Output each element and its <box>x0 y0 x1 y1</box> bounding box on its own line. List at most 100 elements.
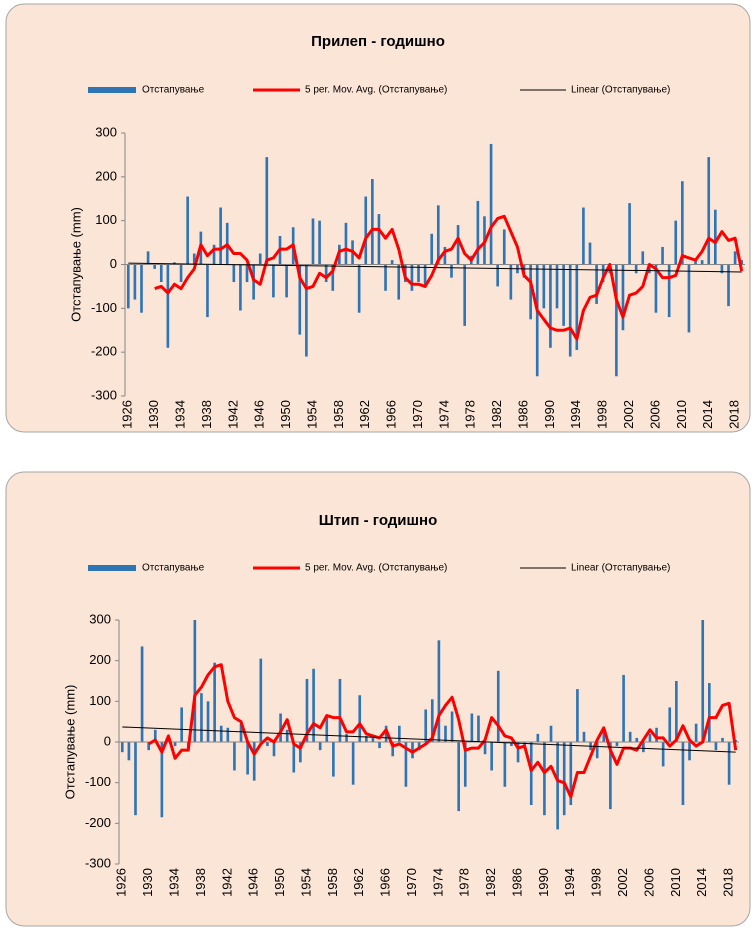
y-tick-label: 200 <box>89 652 111 667</box>
bar <box>279 713 282 742</box>
x-tick-label: 2014 <box>694 868 709 897</box>
bar <box>147 742 150 751</box>
bar <box>450 264 453 278</box>
bar <box>186 196 189 265</box>
bar <box>562 742 566 816</box>
bar <box>437 640 441 742</box>
y-tick-label: 100 <box>89 693 111 708</box>
x-tick-label: 1938 <box>199 400 214 429</box>
bar <box>575 264 579 350</box>
bar <box>206 701 210 742</box>
bar <box>456 225 460 265</box>
bar <box>470 713 474 742</box>
bar <box>436 205 440 265</box>
bar <box>655 727 658 742</box>
bar <box>542 264 546 309</box>
bar <box>615 742 619 747</box>
bar <box>674 220 678 265</box>
bar <box>265 157 269 265</box>
chart-panel <box>5 471 751 927</box>
bar <box>721 737 724 742</box>
bar <box>568 264 572 357</box>
y-tick-label: -300 <box>85 855 111 870</box>
bar <box>126 264 130 309</box>
bar <box>687 264 691 333</box>
x-tick-label: 2018 <box>727 400 742 429</box>
x-tick-label: 2006 <box>647 400 662 429</box>
bar <box>582 207 585 265</box>
x-tick-label: 1970 <box>404 868 419 897</box>
bar <box>535 264 539 377</box>
bar <box>555 264 559 309</box>
bar <box>398 725 401 742</box>
bar <box>332 742 335 777</box>
y-tick-label: -200 <box>85 815 111 830</box>
bar <box>239 264 242 311</box>
x-tick-label: 1998 <box>589 868 604 897</box>
x-tick-label: 1942 <box>225 400 240 429</box>
bar <box>193 620 197 742</box>
bar <box>120 742 124 753</box>
bar <box>140 264 143 313</box>
x-tick-label: 1930 <box>140 868 155 897</box>
bar <box>661 742 665 767</box>
bar <box>529 264 532 320</box>
bar <box>377 214 381 265</box>
x-tick-label: 1990 <box>536 868 551 897</box>
bar <box>331 264 335 291</box>
bar <box>200 693 203 742</box>
x-tick-label: 1970 <box>410 400 425 429</box>
bar <box>668 707 672 742</box>
legend-label: Отстапување <box>142 85 205 96</box>
bar <box>443 246 447 265</box>
bar <box>159 264 163 283</box>
bar <box>483 742 487 755</box>
x-tick-label: 1934 <box>167 868 182 897</box>
bar <box>384 264 387 291</box>
bar <box>272 264 275 298</box>
bar <box>423 264 427 287</box>
x-tick-label: 1994 <box>568 400 583 429</box>
bar <box>549 725 553 742</box>
bar <box>404 742 408 787</box>
x-tick-label: 1990 <box>542 400 557 429</box>
bar <box>740 260 744 265</box>
bar <box>424 709 428 742</box>
bar <box>292 742 296 773</box>
x-tick-label: 1986 <box>509 868 524 897</box>
x-tick-label: 1982 <box>483 868 498 897</box>
y-tick-label: 0 <box>104 733 111 748</box>
legend-label: 5 per. Mov. Avg. (Отстапување) <box>305 563 447 574</box>
bar <box>622 674 625 742</box>
bar <box>675 681 678 742</box>
bar <box>219 725 223 742</box>
bar <box>384 725 388 742</box>
bar <box>430 233 434 265</box>
bar <box>351 742 355 785</box>
bar <box>239 723 243 742</box>
bar <box>140 646 144 742</box>
x-tick-label: 1994 <box>562 868 577 897</box>
bar <box>595 742 599 759</box>
bar <box>160 742 164 818</box>
bar <box>661 246 664 265</box>
bar <box>516 742 520 763</box>
bar <box>371 179 374 265</box>
bar <box>285 264 288 298</box>
bar <box>166 264 170 348</box>
bar <box>634 264 638 274</box>
bar <box>543 742 546 816</box>
bar <box>390 260 394 265</box>
x-tick-label: 1950 <box>278 400 293 429</box>
bar <box>642 742 645 753</box>
bar <box>635 737 639 742</box>
bar <box>701 620 705 742</box>
bar <box>641 251 645 265</box>
bar <box>477 715 480 742</box>
bar <box>694 260 697 265</box>
bar <box>272 742 276 757</box>
bar <box>457 742 460 812</box>
x-tick-label: 1946 <box>252 400 267 429</box>
